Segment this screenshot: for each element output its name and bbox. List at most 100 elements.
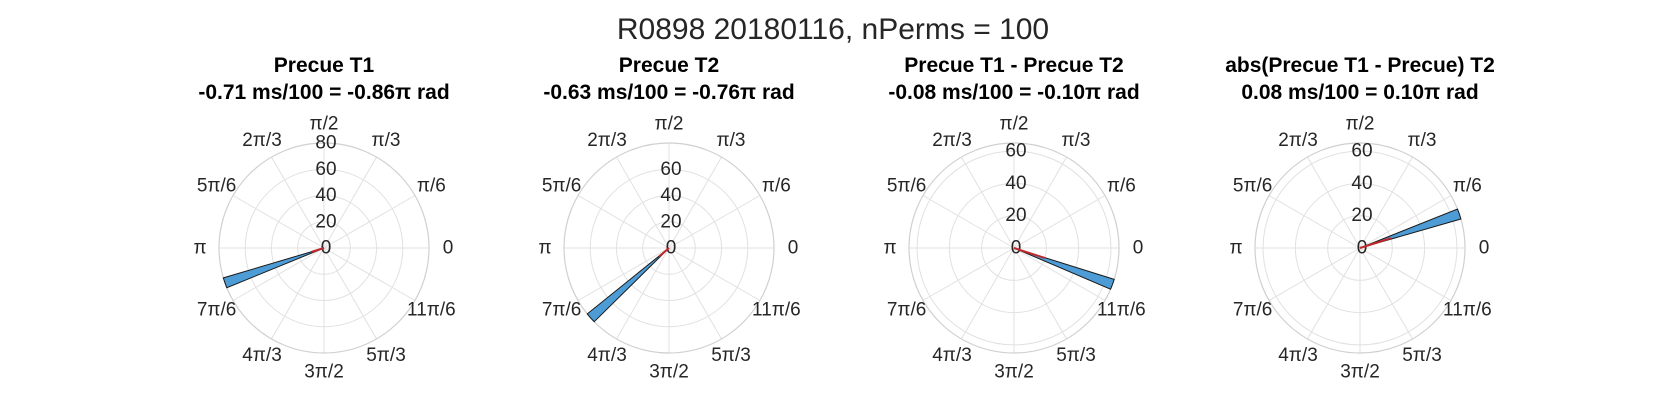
radial-tick-label: 20 — [315, 211, 336, 232]
angle-tick-label: 0 — [1479, 238, 1490, 259]
grid-spoke — [1013, 247, 1067, 340]
angle-tick-label: 5π/3 — [1056, 345, 1096, 366]
angle-tick-label: 5π/3 — [711, 345, 751, 366]
angle-tick-label: π/6 — [417, 176, 446, 197]
grid-spoke — [1013, 195, 1106, 249]
histogram-bin — [1013, 247, 1115, 290]
radial-tick-label: 20 — [1005, 205, 1026, 226]
histogram-bin — [1359, 208, 1462, 249]
polar-axis-outline — [908, 142, 1120, 354]
angle-tick-label: 5π/6 — [887, 176, 927, 197]
grid-circle — [616, 195, 722, 301]
angle-tick-label: 5π/6 — [1233, 176, 1273, 197]
angle-tick-label: π/2 — [1000, 114, 1029, 135]
angle-tick-label: 2π/3 — [1278, 130, 1318, 151]
grid-spoke — [922, 195, 1015, 249]
grid-circle — [589, 168, 749, 328]
angle-tick-label: 3π/2 — [304, 362, 344, 383]
grid-circle — [1294, 182, 1426, 314]
angle-tick-label: 4π/3 — [1278, 345, 1318, 366]
grid-spoke — [1359, 247, 1452, 301]
angle-tick-label: 11π/6 — [752, 300, 801, 321]
angle-tick-label: 2π/3 — [242, 130, 282, 151]
grid-circle — [916, 150, 1112, 346]
radial-tick-label: 80 — [315, 133, 336, 154]
grid-spoke — [1307, 156, 1361, 249]
radial-tick-label: 60 — [1351, 141, 1372, 162]
angle-tick-label: 11π/6 — [407, 300, 456, 321]
angle-tick-label: π — [538, 238, 551, 259]
grid-spoke — [1013, 247, 1106, 301]
grid-spoke — [1359, 247, 1413, 340]
panel-1-title: Precue T1 — [274, 54, 375, 77]
grid-spoke — [961, 247, 1015, 340]
panel-3-plot: 0 π/6 π/3 π/2 2π/3 5π/6 π 7π/6 4π/3 3π/2 5π/3 11π/6… — [883, 114, 1145, 383]
angle-tick-label: π/6 — [1107, 176, 1136, 197]
histogram-bin — [222, 247, 325, 289]
mean-direction-line — [1359, 237, 1392, 249]
angle-tick-label: 3π/2 — [1340, 362, 1380, 383]
angle-tick-label: 7π/6 — [197, 300, 237, 321]
angle-tick-label: π/3 — [717, 130, 746, 151]
angle-tick-label: 0 — [1133, 238, 1144, 259]
polar-axis-outline — [218, 142, 430, 354]
angle-tick-label: 3π/2 — [994, 362, 1034, 383]
polar-panel-2: Precue T2 -0.63 ms/100 = -0.76π rad 0 π/6… — [538, 54, 800, 383]
panel-4-plot: 0 π/6 π/3 π/2 2π/3 5π/6 π 7π/6 4π/3 3π/2 5π/3 11π/6… — [1229, 114, 1491, 383]
grid-spoke — [961, 156, 1015, 249]
radial-tick-label: 60 — [660, 159, 681, 180]
angle-tick-label: 2π/3 — [587, 130, 627, 151]
grid-spoke — [1307, 247, 1361, 340]
angle-tick-label: 7π/6 — [887, 300, 927, 321]
histogram-bin — [586, 247, 670, 323]
polar-panel-3: Precue T1 - Precue T2 -0.08 ms/100 = -0.… — [883, 54, 1145, 383]
angle-tick-label: π/3 — [1408, 130, 1437, 151]
mean-direction-line — [311, 247, 325, 253]
angle-tick-label: π/6 — [762, 176, 791, 197]
angle-tick-label: 5π/3 — [366, 345, 406, 366]
panel-4-subtitle: 0.08 ms/100 = 0.10π rad — [1241, 81, 1478, 104]
polar-axis-outline — [563, 142, 775, 354]
grid-circle — [297, 221, 351, 275]
angle-tick-label: 4π/3 — [242, 345, 282, 366]
angle-tick-label: 0 — [443, 238, 454, 259]
panel-2-title: Precue T2 — [619, 54, 719, 77]
radial-tick-label: 40 — [660, 185, 681, 206]
angle-tick-label: π — [883, 238, 896, 259]
mean-direction-line — [658, 247, 670, 258]
angle-tick-label: π/2 — [655, 114, 684, 135]
grid-circle — [1327, 215, 1393, 281]
panel-2-subtitle: -0.63 ms/100 = -0.76π rad — [543, 81, 794, 104]
angle-tick-label: π/3 — [1062, 130, 1091, 151]
angle-tick-label: 4π/3 — [587, 345, 627, 366]
grid-circle — [981, 215, 1047, 281]
grid-circle — [1262, 150, 1458, 346]
angle-tick-label: π/6 — [1453, 176, 1482, 197]
grid-circle — [244, 168, 404, 328]
angle-tick-label: π — [193, 238, 206, 259]
panel-4-title: abs(Precue T1 - Precue) T2 — [1225, 54, 1495, 77]
polar-panel-4: abs(Precue T1 - Precue) T2 0.08 ms/100 =… — [1225, 54, 1495, 383]
grid-circle — [271, 195, 377, 301]
grid-spoke — [1268, 247, 1361, 301]
angle-tick-label: π/2 — [310, 114, 339, 135]
grid-spoke — [1359, 195, 1452, 249]
angle-tick-label: 5π/3 — [1402, 345, 1442, 366]
panel-1-subtitle: -0.71 ms/100 = -0.86π rad — [198, 81, 449, 104]
radial-tick-label: 60 — [315, 159, 336, 180]
radial-tick-label: 40 — [1005, 173, 1026, 194]
radial-tick-label: 0 — [666, 238, 677, 259]
angle-tick-label: π/3 — [372, 130, 401, 151]
grid-circle — [642, 221, 696, 275]
grid-spoke — [1013, 156, 1067, 249]
angle-tick-label: π — [1229, 238, 1242, 259]
panel-1-plot: 0 π/6 π/3 π/2 2π/3 5π/6 π 7π/6 4π/3 3π/2 5π/3 11π/6… — [193, 114, 455, 383]
polar-axis-outline — [1254, 142, 1466, 354]
polar-panel-1: Precue T1 -0.71 ms/100 = -0.86π rad 0 π/6… — [193, 54, 455, 383]
angle-tick-label: 5π/6 — [197, 176, 237, 197]
angle-tick-label: 7π/6 — [542, 300, 582, 321]
angle-tick-label: 2π/3 — [932, 130, 972, 151]
radial-tick-label: 20 — [660, 211, 681, 232]
angle-tick-label: 4π/3 — [932, 345, 972, 366]
